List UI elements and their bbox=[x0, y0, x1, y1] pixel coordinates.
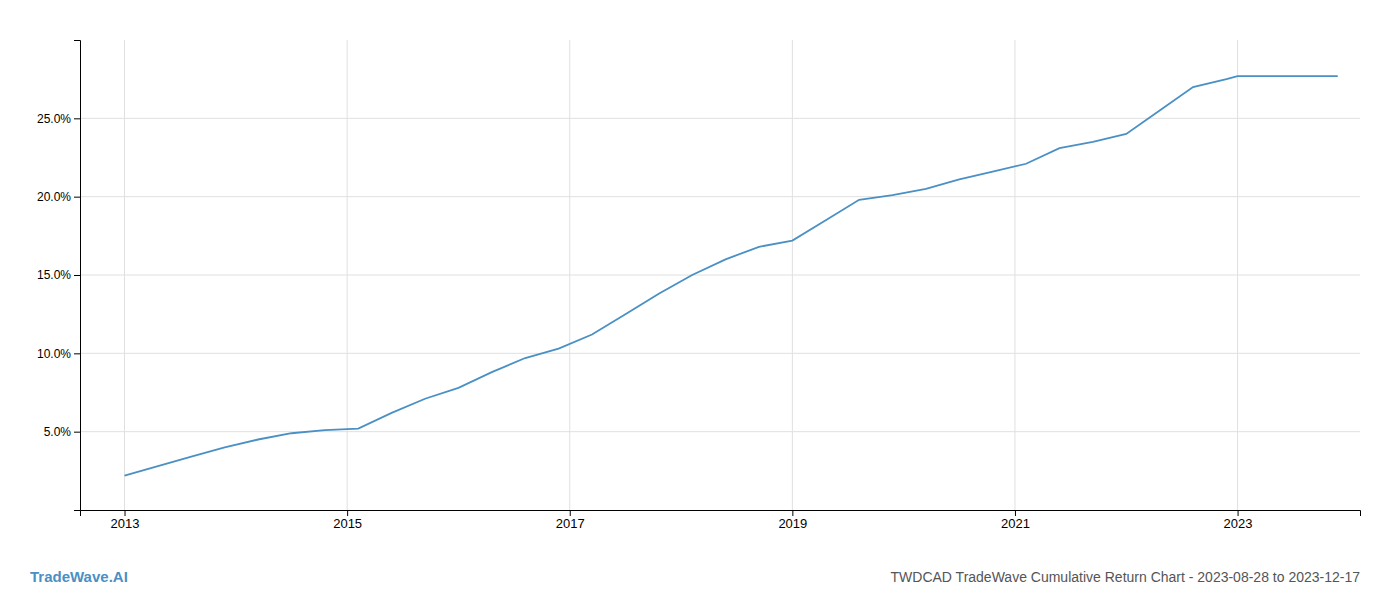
y-tick-mark bbox=[74, 275, 80, 276]
y-tick: 25.0% bbox=[37, 112, 80, 126]
x-tick-mark bbox=[1238, 510, 1239, 516]
title: TWDCAD TradeWave Cumulative Return Chart… bbox=[891, 569, 1361, 585]
chart: 2013 2015 2017 2019 2021 2023 5.0% 10.0% 15.0% 20… bbox=[0, 0, 1400, 600]
y-tick: 10.0% bbox=[37, 347, 80, 361]
x-tick-mark bbox=[347, 510, 348, 516]
x-tick: 2021 bbox=[1001, 510, 1030, 531]
y-tick: 20.0% bbox=[37, 190, 80, 204]
y-tick-label: 5.0% bbox=[44, 425, 72, 439]
x-tick: 2017 bbox=[556, 510, 585, 531]
y-axis-line bbox=[74, 41, 81, 511]
plot-area: 2013 2015 2017 2019 2021 2023 5.0% 10.0% 15.0% 20… bbox=[37, 40, 1361, 531]
y-axis: 5.0% 10.0% 15.0% 20.0% 25.0% bbox=[37, 41, 81, 511]
x-tick-mark bbox=[792, 510, 793, 516]
x-tick-mark bbox=[1015, 510, 1016, 516]
x-tick-mark bbox=[570, 510, 571, 516]
x-tick-label: 2023 bbox=[1224, 516, 1253, 531]
watermark: TradeWave.AI bbox=[30, 568, 128, 585]
grid-line-y bbox=[80, 118, 1360, 119]
x-tick-label: 2013 bbox=[111, 516, 140, 531]
grid-line-y bbox=[80, 431, 1360, 432]
grid-line-y bbox=[80, 353, 1360, 354]
x-tick: 2015 bbox=[333, 510, 362, 531]
y-tick: 15.0% bbox=[37, 268, 80, 282]
x-tick-label: 2015 bbox=[333, 516, 362, 531]
x-axis: 2013 2015 2017 2019 2021 2023 bbox=[81, 510, 1361, 531]
y-tick-label: 15.0% bbox=[37, 268, 71, 282]
x-tick-label: 2021 bbox=[1001, 516, 1030, 531]
line bbox=[125, 76, 1338, 476]
grid-line-y bbox=[80, 275, 1360, 276]
y-tick: 5.0% bbox=[44, 425, 80, 439]
x-axis-line bbox=[81, 511, 1361, 517]
x-tick-mark bbox=[125, 510, 126, 516]
y-tick-mark bbox=[74, 432, 80, 433]
y-tick-mark bbox=[74, 118, 80, 119]
y-tick-mark bbox=[74, 353, 80, 354]
x-tick: 2013 bbox=[111, 510, 140, 531]
marks bbox=[125, 76, 1338, 476]
grid-line-y bbox=[80, 196, 1360, 197]
grid bbox=[80, 40, 1360, 510]
x-tick-label: 2019 bbox=[778, 516, 807, 531]
x-tick-label: 2017 bbox=[556, 516, 585, 531]
y-tick-label: 25.0% bbox=[37, 112, 71, 126]
y-tick-mark bbox=[74, 197, 80, 198]
x-tick: 2019 bbox=[778, 510, 807, 531]
y-tick-label: 20.0% bbox=[37, 190, 71, 204]
y-tick-label: 10.0% bbox=[37, 347, 71, 361]
x-tick: 2023 bbox=[1224, 510, 1253, 531]
